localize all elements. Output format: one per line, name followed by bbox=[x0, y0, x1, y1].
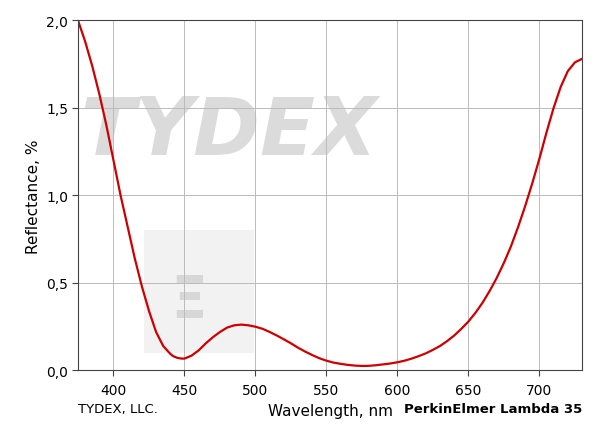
Text: PerkinElmer Lambda 35: PerkinElmer Lambda 35 bbox=[404, 403, 582, 415]
Text: TYDEX: TYDEX bbox=[80, 94, 378, 172]
Y-axis label: Reflectance, %: Reflectance, % bbox=[26, 139, 41, 253]
Text: TYDEX, LLC.: TYDEX, LLC. bbox=[78, 403, 158, 415]
X-axis label: Wavelength, nm: Wavelength, nm bbox=[268, 403, 392, 417]
Text: Ξ: Ξ bbox=[170, 272, 208, 329]
FancyBboxPatch shape bbox=[143, 231, 254, 353]
